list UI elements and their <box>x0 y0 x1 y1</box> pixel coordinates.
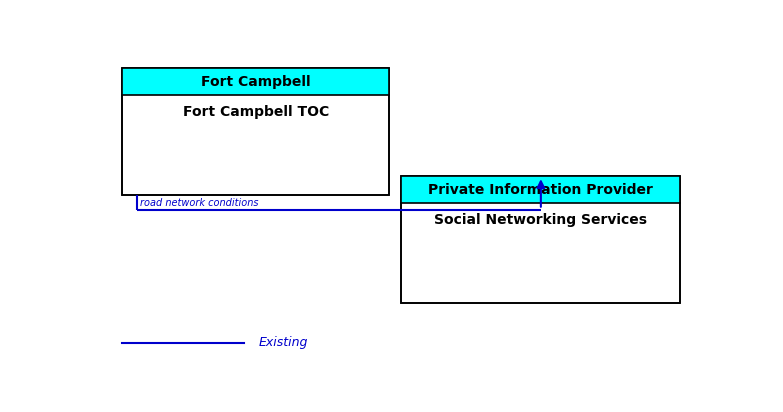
Bar <box>122 68 389 195</box>
Text: Private Information Provider: Private Information Provider <box>428 183 653 197</box>
Text: Existing: Existing <box>258 336 308 349</box>
Bar <box>122 68 389 96</box>
Bar <box>402 176 680 203</box>
Text: road network conditions: road network conditions <box>140 198 259 208</box>
Text: Fort Campbell TOC: Fort Campbell TOC <box>182 105 329 119</box>
Bar <box>122 68 389 195</box>
Bar <box>402 176 680 303</box>
Text: Social Networking Services: Social Networking Services <box>435 213 648 227</box>
Bar <box>402 176 680 303</box>
Text: Fort Campbell: Fort Campbell <box>200 75 311 89</box>
